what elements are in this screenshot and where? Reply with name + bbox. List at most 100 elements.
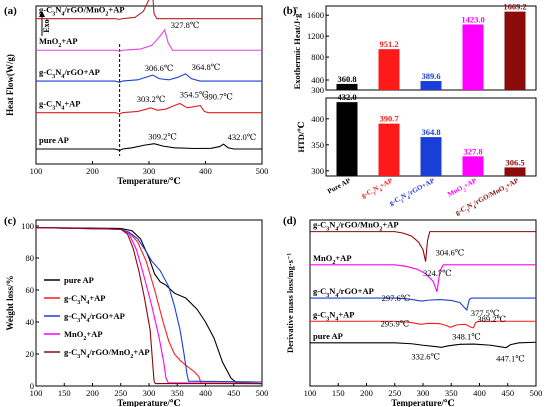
y-tick-label: 80 (26, 253, 35, 263)
series-label-a-0: g-C3N4/rGO/MnO2+AP (39, 5, 125, 18)
bar-value-label-top: 360.8 (337, 74, 356, 84)
x-tick-label: 500 (530, 388, 543, 398)
bar-bottom-0 (336, 102, 358, 176)
peak-annotation-d: 324.7℃ (423, 268, 452, 278)
series-label-a-1: MnO2+AP (39, 36, 78, 49)
x-tick-label: 100 (304, 388, 317, 398)
y-tick-label: 800 (311, 52, 324, 62)
series-line-c-4 (35, 227, 262, 385)
peak-annotation-d: 377.5℃ (471, 308, 500, 318)
series-label-a-4: pure AP (39, 135, 69, 145)
panel-label-a: (a) (4, 5, 17, 17)
y-tick-label: 0 (30, 381, 34, 391)
subscript: 3 (466, 208, 471, 214)
text-span: C (71, 293, 77, 303)
x-tick-label: 200 (86, 388, 99, 398)
peak-annotation-a: 432.0℃ (228, 132, 257, 142)
text-span: /rGO/ (88, 347, 111, 357)
text-span: N (329, 220, 336, 230)
subscript: 2 (332, 260, 335, 266)
subscript: 3 (77, 318, 80, 324)
y-axis-title-a: Heat Flow(W/g) (5, 54, 15, 116)
text-span: +AP (338, 309, 354, 319)
text-span: g- (64, 311, 71, 321)
series-line-c-1 (35, 227, 263, 385)
bar-value-label-top: 389.6 (421, 71, 440, 81)
y-tick-label: 1200 (307, 31, 324, 41)
text-span: MnO (488, 184, 506, 199)
series-line-d-2 (310, 297, 536, 312)
text-span: N (80, 311, 87, 321)
series-line-d-1 (310, 264, 536, 293)
x-tick-label: 100 (30, 388, 43, 398)
series-line-a-0 (36, 0, 262, 20)
x-tick-label: 300 (143, 166, 156, 176)
text-span: pure AP (64, 275, 94, 285)
peak-annotation-a: 303.2℃ (137, 94, 166, 104)
series-line-c-0 (35, 227, 263, 385)
legend-label: g-C3N4+AP (64, 293, 106, 306)
bar-top-0 (336, 83, 358, 90)
text-span: +AP (462, 176, 478, 190)
x-tick-label: 300 (143, 388, 156, 398)
text-span: C (46, 67, 52, 77)
series-label-a-3: g-C3N4+AP (39, 99, 81, 112)
text-span: N (372, 184, 380, 193)
panel-label-c: (c) (4, 215, 17, 227)
text-span: /rGO/ (63, 5, 86, 15)
text-span: +AP (61, 36, 77, 46)
subscript: 3 (372, 191, 377, 197)
text-span: N (55, 99, 62, 109)
subscript: 4 (61, 74, 64, 80)
text-span: pure AP (39, 135, 69, 145)
series-line-a-2 (36, 73, 262, 83)
x-tick-label: 400 (473, 388, 486, 398)
text-span: N (329, 309, 336, 319)
legend-label: g-C3N4/rGO/MnO2+AP (64, 347, 150, 360)
subscript: 4 (61, 106, 64, 112)
text-span: g- (39, 67, 46, 77)
text-span: g- (64, 347, 71, 357)
peak-annotation-d: 389.2℃ (477, 314, 506, 324)
x-axis-title-a: Temperature/℃ (117, 176, 180, 186)
y-axis-title-c: Weight loss/% (5, 275, 15, 330)
y-tick-label: 300 (311, 166, 324, 176)
x-tick-label: 250 (388, 388, 401, 398)
text-span: N (80, 293, 87, 303)
text-span: /rGO+AP (405, 176, 436, 198)
text-span: N (329, 286, 336, 296)
text-span: g- (313, 220, 320, 230)
y-tick-label: 400 (311, 114, 324, 124)
peak-annotation-d: 332.6℃ (411, 351, 440, 361)
text-span: C (365, 188, 373, 197)
peak-annotation-d: 348.1℃ (452, 331, 481, 341)
bar-bottom-1 (378, 123, 400, 176)
x-tick-label: 350 (171, 388, 184, 398)
text-span: C (320, 220, 326, 230)
text-span: C (46, 99, 52, 109)
peak-annotation-a: 327.8℃ (171, 20, 200, 30)
text-span: +AP (382, 220, 398, 230)
text-span: N (466, 201, 474, 210)
text-span: N (400, 192, 408, 201)
text-span: /rGO+AP (63, 67, 100, 77)
text-span: +AP (86, 329, 102, 339)
x-tick-label: 150 (332, 388, 345, 398)
series-line-a-3 (36, 102, 262, 115)
text-span: +AP (89, 293, 105, 303)
subscript: 3 (326, 227, 329, 233)
text-span: g- (454, 207, 463, 217)
text-span: MnO (446, 184, 464, 199)
text-span: MnO (64, 329, 84, 339)
text-span: /rGO+AP (88, 311, 125, 321)
peak-annotation-d: 297.6℃ (382, 293, 411, 303)
x-tick-label: 200 (86, 166, 99, 176)
y-tick-label: 40 (26, 317, 35, 327)
bar-bottom-3 (462, 156, 484, 176)
series-line-c-2 (35, 227, 263, 383)
subscript: 4 (335, 316, 338, 322)
subscript: 3 (77, 354, 80, 360)
text-span: +AP (335, 253, 351, 263)
bar-value-label-bottom: 432.0 (337, 92, 356, 102)
